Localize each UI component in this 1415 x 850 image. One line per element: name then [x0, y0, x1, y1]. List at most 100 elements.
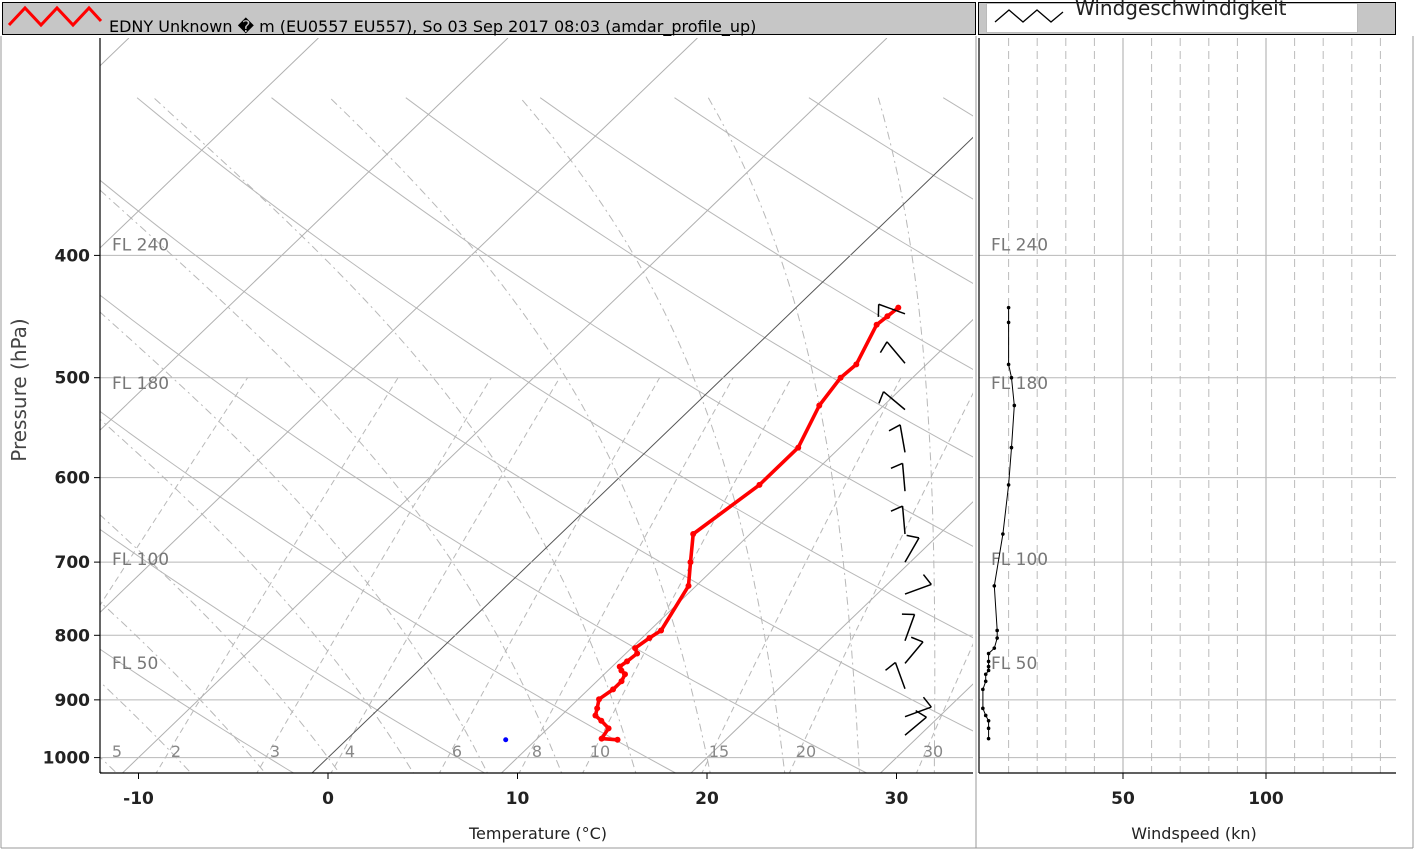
- moist-adiabat: [877, 97, 936, 773]
- wind-barb-staff: [904, 583, 932, 595]
- windspeed-point: [1006, 305, 1011, 310]
- temperature-point: [837, 374, 844, 381]
- y-tick-label: 700: [55, 553, 91, 573]
- dry-adiabat: [808, 97, 973, 200]
- temperature-point: [816, 402, 823, 409]
- y-tick-label: 900: [55, 691, 91, 711]
- wind-barb-flag: [879, 341, 888, 353]
- dry-adiabat: [674, 97, 973, 284]
- mixing-ratio-line: [256, 377, 492, 773]
- windspeed-point: [1006, 362, 1011, 367]
- wind-barb-flag: [915, 709, 927, 718]
- wind-barb-staff: [904, 641, 924, 664]
- dry-adiabat: [100, 410, 677, 773]
- temperature-line: [593, 306, 900, 742]
- wind-barb-staff: [894, 662, 906, 690]
- temperature-point: [658, 627, 665, 634]
- temperature-point: [621, 671, 628, 678]
- mixing-ratio-label: 6: [452, 742, 462, 761]
- mixing-ratio-label: 15: [709, 742, 729, 761]
- y-tick-label: 600: [55, 469, 91, 489]
- wind-barb-flag: [910, 636, 924, 643]
- temperature-point: [598, 717, 605, 724]
- wind-barb-flag: [878, 391, 885, 404]
- windspeed-point: [983, 713, 988, 718]
- isotherm: [690, 501, 973, 773]
- mixing-ratio-label: 3: [270, 742, 280, 761]
- y-axis-title: Pressure (hPa): [7, 318, 31, 461]
- dry-adiabat: [100, 528, 486, 773]
- wind-x-axis-title: Windspeed (kn): [1131, 824, 1257, 843]
- windspeed-point: [1009, 445, 1014, 450]
- windspeed-point: [992, 646, 997, 650]
- flight-level-label: FL 50: [112, 654, 158, 674]
- wind-legend: Windgeschwindigkeit: [986, 0, 1358, 33]
- y-tick-label: 500: [55, 369, 91, 389]
- temperature-legend-icon: [7, 5, 103, 28]
- flight-level-label: FL 100: [112, 550, 169, 570]
- wind-barb: [904, 709, 927, 736]
- mixing-ratio-line: [788, 392, 973, 773]
- wind-barb-staff: [901, 463, 906, 492]
- windspeed-point: [981, 687, 985, 692]
- wind-barb: [888, 424, 906, 453]
- moist-adiabat: [329, 97, 711, 773]
- windspeed-point: [992, 584, 997, 588]
- wind-barb-staff: [904, 614, 916, 642]
- temperature-point: [634, 650, 641, 657]
- temperature-point: [687, 559, 694, 566]
- wind-flight-level-label: FL 240: [991, 236, 1048, 256]
- temperature-point: [884, 313, 891, 320]
- isotherm: [501, 318, 973, 773]
- wind-barb-staff: [901, 506, 906, 535]
- moist-adiabat: [100, 601, 266, 773]
- wind-barb-flag: [906, 534, 920, 539]
- x-tick-label: 20: [695, 789, 719, 809]
- dewpoint-point: [503, 737, 509, 743]
- dry-adiabat: [1078, 98, 1415, 785]
- mixing-ratio-line: [155, 377, 399, 773]
- mixing-ratio-line: [518, 377, 734, 773]
- mixing-ratio-label: 10: [590, 742, 610, 761]
- wind-barb: [904, 574, 932, 595]
- temperature-point: [624, 658, 631, 665]
- temperature-point: [592, 712, 599, 719]
- windspeed-point: [986, 736, 991, 741]
- mixing-ratio-label: 5: [112, 742, 122, 761]
- moist-adiabat: [100, 311, 489, 773]
- chart-header: EDNY Unknown � m (EU0557 EU557), So 03 S…: [2, 2, 976, 36]
- x-tick-label: 0: [322, 789, 334, 809]
- wind-barb-staff: [883, 391, 906, 411]
- mixing-ratio-label: 4: [345, 742, 355, 761]
- wind-flight-level-label: FL 180: [991, 374, 1048, 394]
- y-tick-label: 400: [55, 246, 91, 266]
- mixing-ratio-label: 2: [171, 742, 181, 761]
- wind-x-tick-label: 50: [1111, 789, 1135, 809]
- windspeed-point: [995, 628, 999, 633]
- isotherm: [1070, 38, 1415, 773]
- windspeed-point: [983, 679, 988, 684]
- mixing-ratio-line: [582, 377, 792, 773]
- temperature-point: [610, 686, 617, 693]
- wind-barb: [904, 636, 924, 664]
- wind-barb: [890, 462, 906, 492]
- dry-adiabat: [539, 97, 973, 370]
- mixing-ratio-line: [438, 377, 661, 773]
- temperature-point: [632, 645, 639, 652]
- temperature-point: [618, 678, 625, 685]
- windspeed-point: [1009, 375, 1014, 380]
- mixing-ratio-label: 20: [796, 742, 816, 761]
- isotherm: [100, 38, 319, 249]
- windspeed-point: [1006, 483, 1011, 487]
- isotherm: [880, 683, 973, 773]
- wind-barb: [878, 391, 906, 411]
- wind-barb: [901, 613, 916, 642]
- wind-flight-level-label: FL 50: [991, 654, 1037, 674]
- dry-adiabat: [100, 294, 868, 773]
- wind-barb: [890, 505, 906, 535]
- windspeed-point: [986, 718, 991, 723]
- windspeed-point: [1001, 532, 1005, 536]
- temperature-point: [596, 696, 603, 703]
- mixing-ratio-label: 30: [923, 742, 943, 761]
- temperature-point: [853, 361, 860, 368]
